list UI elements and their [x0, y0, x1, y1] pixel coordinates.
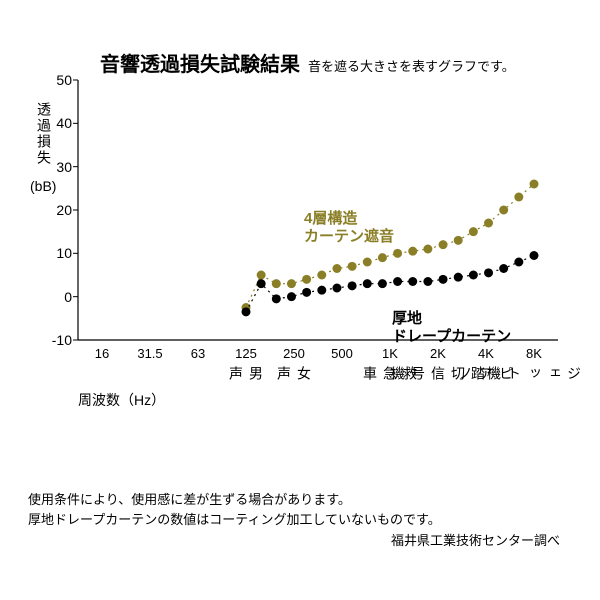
y-tick: 10: [42, 245, 72, 261]
x-category: ジェット機: [484, 366, 584, 380]
x-tick: 250: [283, 346, 305, 361]
credit: 福井県工業技術センター調べ: [391, 530, 560, 549]
x-tick: 4K: [478, 346, 494, 361]
chart-title-row: 音響透過損失試験結果 音を遮る大きさを表すグラフです。: [100, 48, 515, 77]
y-tick: 30: [42, 159, 72, 175]
x-tick: 8K: [526, 346, 542, 361]
x-tick: 2K: [430, 346, 446, 361]
x-tick: 500: [331, 346, 353, 361]
x-tick: 63: [191, 346, 205, 361]
x-tick: 31.5: [137, 346, 162, 361]
x-tick: 125: [235, 346, 257, 361]
y-tick: 20: [42, 202, 72, 218]
chart-title: 音響透過損失試験結果: [100, 48, 300, 77]
y-tick: 0: [42, 289, 72, 305]
y-tick: 50: [42, 72, 72, 88]
y-axis-unit: (bB): [30, 178, 56, 194]
x-tick: 1K: [382, 346, 398, 361]
series-label-4layer: 4層構造カーテン遮音: [304, 210, 394, 246]
chart-subtitle: 音を遮る大きさを表すグラフです。: [308, 56, 515, 75]
footnote-2: 厚地ドレープカーテンの数値はコーティング加工していないものです。: [28, 510, 441, 530]
x-tick: 16: [95, 346, 109, 361]
y-tick: 40: [42, 115, 72, 131]
y-axis-label: 透過損失: [34, 102, 54, 166]
x-axis-label: 周波数（Hz）: [78, 390, 165, 410]
x-category: 男声: [226, 366, 266, 380]
series-label-thick-drape: 厚地ドレープカーテン: [392, 310, 511, 346]
footnote-1: 使用条件により、使用感に差が生ずる場合があります。: [28, 490, 351, 510]
y-tick: -10: [42, 332, 72, 348]
x-category: 女声: [274, 366, 314, 380]
